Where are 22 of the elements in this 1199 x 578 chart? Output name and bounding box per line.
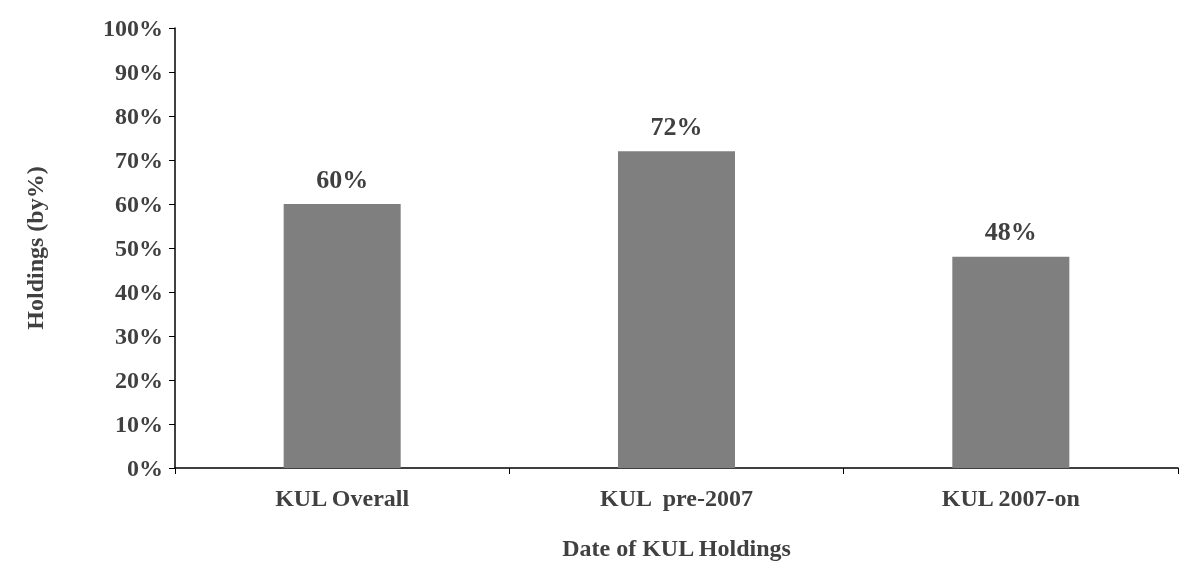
- y-tick-label: 30%: [115, 323, 163, 349]
- x-axis-title: Date of KUL Holdings: [562, 535, 791, 561]
- data-label: 48%: [984, 217, 1037, 247]
- data-label: 72%: [650, 111, 703, 141]
- bar: [952, 256, 1070, 468]
- y-tick-label: 20%: [115, 367, 163, 393]
- y-tick-label: 80%: [115, 103, 163, 129]
- y-tick-label: 60%: [115, 191, 163, 217]
- y-tick-label: 0%: [127, 455, 163, 481]
- y-tick-label: 40%: [115, 279, 163, 305]
- y-tick-label: 70%: [115, 147, 163, 173]
- data-label: 60%: [316, 164, 369, 194]
- y-tick-label: 90%: [115, 59, 163, 85]
- x-tick-label: KUL Overall: [275, 485, 410, 511]
- bar: [283, 204, 401, 468]
- y-tick-label: 10%: [115, 411, 163, 437]
- y-tick-label: 100%: [103, 15, 163, 41]
- x-tick-label: KUL pre-2007: [600, 485, 753, 511]
- x-tick-label: KUL 2007-on: [941, 485, 1080, 511]
- y-tick-label: 50%: [115, 235, 163, 261]
- y-axis-title: Holdings (by%): [22, 166, 48, 330]
- bar: [617, 151, 736, 468]
